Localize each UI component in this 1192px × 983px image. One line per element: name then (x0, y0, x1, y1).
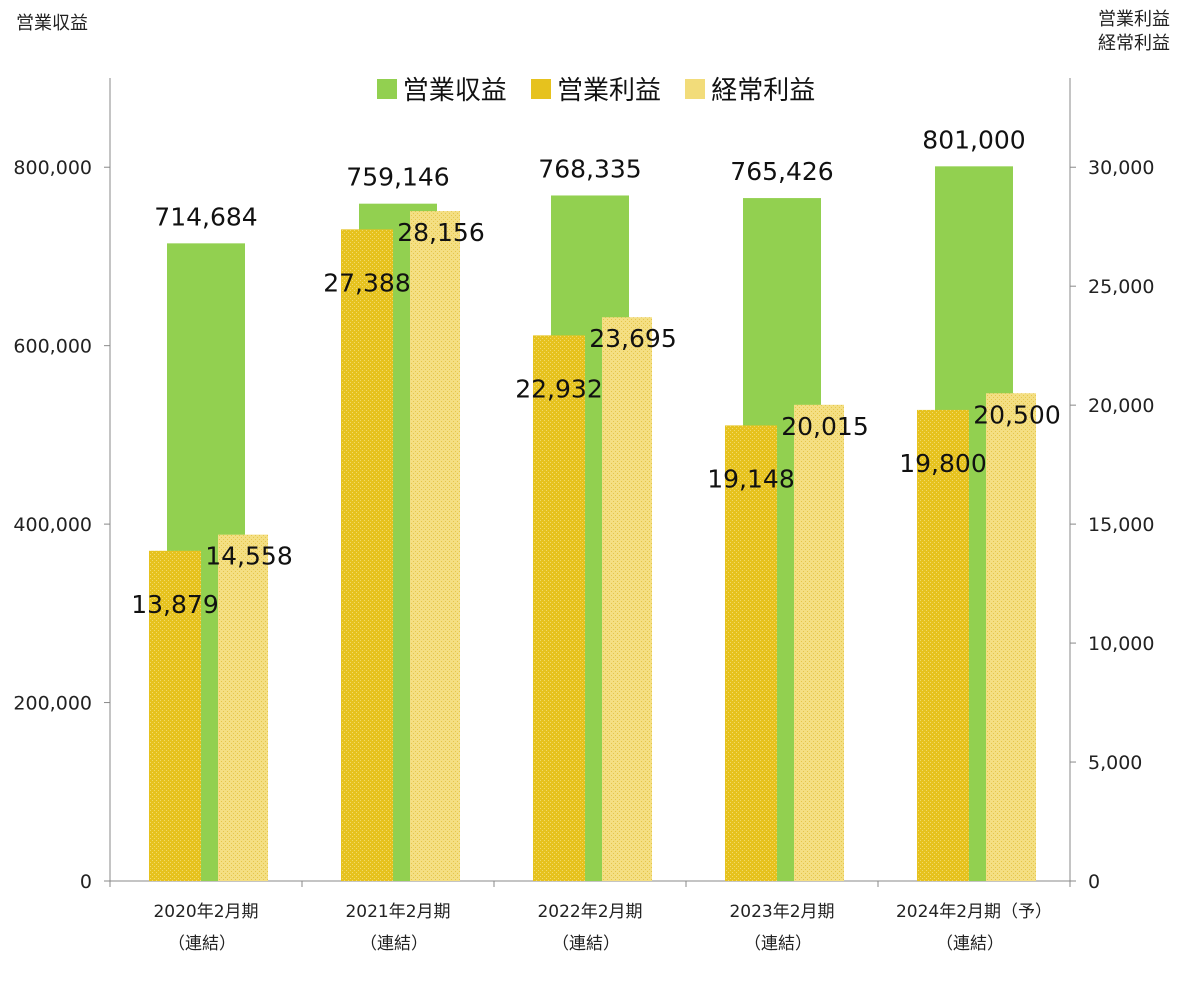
y-right-tick-label: 5,000 (1088, 752, 1142, 774)
y-right-tick-label: 30,000 (1088, 157, 1154, 179)
x-tick-label: （連結） (552, 934, 620, 954)
bar-ordinary-profit (218, 534, 268, 881)
y-left-tick-label: 200,000 (13, 693, 92, 715)
bars-group (149, 166, 1036, 882)
bar-ordinary-profit (794, 404, 844, 881)
legend-label-operating-profit: 営業利益 (556, 76, 661, 106)
legend-swatch-revenue (376, 78, 397, 99)
x-tick-label: 2022年2月期 (537, 902, 642, 922)
y-left-tick-label: 0 (80, 871, 92, 893)
x-tick-label: （連結） (744, 934, 812, 954)
data-label-operating-profit: 27,388 (323, 268, 410, 297)
bar-operating-profit (149, 550, 201, 881)
y-left-tick-label: 400,000 (13, 514, 92, 536)
data-label-operating-profit: 13,879 (131, 590, 218, 619)
bar-operating-profit (341, 229, 393, 881)
legend-label-revenue: 営業収益 (402, 76, 507, 106)
legend-swatch-operating-profit (530, 78, 551, 99)
bar-ordinary-profit (410, 211, 460, 881)
data-labels-group: 714,684 13,879 14,558 759,146 27,388 28,156 76… (131, 125, 1060, 618)
bar-ordinary-profit (986, 393, 1036, 881)
legend-item-operating-profit: 営業利益 (530, 70, 661, 107)
x-tick-label: 2023年2月期 (729, 902, 834, 922)
legend-label-ordinary-profit: 経常利益 (711, 76, 816, 106)
x-tick-label: （連結） (360, 934, 428, 954)
data-label-revenue: 768,335 (538, 154, 641, 183)
y-right-title-line-1: 営業利益 (1098, 9, 1170, 30)
data-label-revenue: 765,426 (730, 157, 833, 186)
x-tick-label: 2021年2月期 (345, 902, 450, 922)
y-right-tick-label: 10,000 (1088, 633, 1154, 655)
legend: 営業収益 営業利益 経常利益 (0, 70, 1192, 107)
data-label-ordinary-profit: 14,558 (205, 542, 292, 571)
y-right-tick-label: 25,000 (1088, 276, 1154, 298)
axes-group: 0 200,000 400,000 600,000 800,000 0 5,000 10,00… (13, 78, 1154, 954)
data-label-operating-profit: 22,932 (515, 374, 602, 403)
bar-operating-profit (725, 425, 777, 881)
y-right-tick-label: 20,000 (1088, 395, 1154, 417)
data-label-operating-profit: 19,148 (707, 464, 794, 493)
x-tick-label: 2020年2月期 (153, 902, 258, 922)
y-right-tick-label: 15,000 (1088, 514, 1154, 536)
bar-ordinary-profit (602, 317, 652, 882)
y-left-tick-label: 600,000 (13, 336, 92, 358)
x-tick-label: （連結） (168, 934, 236, 954)
bar-operating-profit (917, 409, 969, 881)
legend-item-ordinary-profit: 経常利益 (685, 70, 815, 107)
data-label-operating-profit: 19,800 (899, 449, 986, 478)
y-left-tick-label: 800,000 (13, 157, 92, 179)
x-tick-label: （連結） (936, 934, 1004, 954)
legend-item-revenue: 営業収益 (376, 70, 507, 107)
y-right-title-line-2: 経常利益 (1098, 33, 1170, 54)
data-label-revenue: 801,000 (922, 125, 1025, 154)
data-label-ordinary-profit: 28,156 (397, 218, 484, 247)
data-label-ordinary-profit: 20,015 (781, 412, 868, 441)
data-label-ordinary-profit: 23,695 (589, 324, 676, 353)
bar-operating-profit (533, 335, 585, 881)
data-label-ordinary-profit: 20,500 (973, 400, 1060, 429)
y-right-tick-label: 0 (1088, 871, 1100, 893)
y-right-axis-title: 営業利益 経常利益 (1098, 8, 1170, 56)
x-tick-label: 2024年2月期（予） (896, 902, 1052, 922)
data-label-revenue: 714,684 (154, 202, 257, 231)
y-left-axis-title: 営業収益 (16, 13, 88, 34)
legend-swatch-ordinary-profit (685, 78, 706, 99)
data-label-revenue: 759,146 (346, 163, 449, 192)
